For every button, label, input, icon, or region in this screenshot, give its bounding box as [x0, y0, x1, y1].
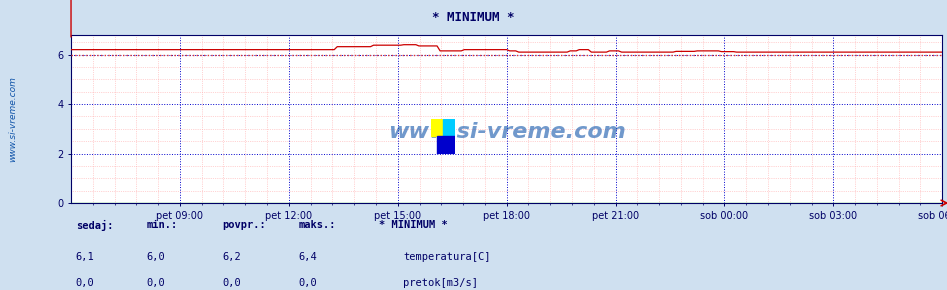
Text: 6,4: 6,4	[298, 252, 317, 262]
Text: * MINIMUM *: * MINIMUM *	[379, 220, 448, 230]
Text: pretok[m3/s]: pretok[m3/s]	[403, 278, 478, 288]
Bar	[437, 136, 455, 154]
Text: 0,0: 0,0	[223, 278, 241, 288]
Text: 6,1: 6,1	[76, 252, 95, 262]
Text: 6,0: 6,0	[147, 252, 166, 262]
Text: povpr.:: povpr.:	[223, 220, 266, 230]
Text: * MINIMUM *: * MINIMUM *	[432, 11, 515, 24]
Bar	[443, 119, 455, 136]
Text: 0,0: 0,0	[76, 278, 95, 288]
Text: 0,0: 0,0	[298, 278, 317, 288]
Bar	[431, 119, 443, 136]
Text: temperatura[C]: temperatura[C]	[403, 252, 491, 262]
Text: 6,2: 6,2	[223, 252, 241, 262]
Text: www.si-vreme.com: www.si-vreme.com	[387, 122, 626, 142]
Text: min.:: min.:	[147, 220, 178, 230]
Text: maks.:: maks.:	[298, 220, 336, 230]
Text: 0,0: 0,0	[147, 278, 166, 288]
Text: www.si-vreme.com: www.si-vreme.com	[8, 76, 17, 162]
Text: sedaj:: sedaj:	[76, 220, 114, 231]
